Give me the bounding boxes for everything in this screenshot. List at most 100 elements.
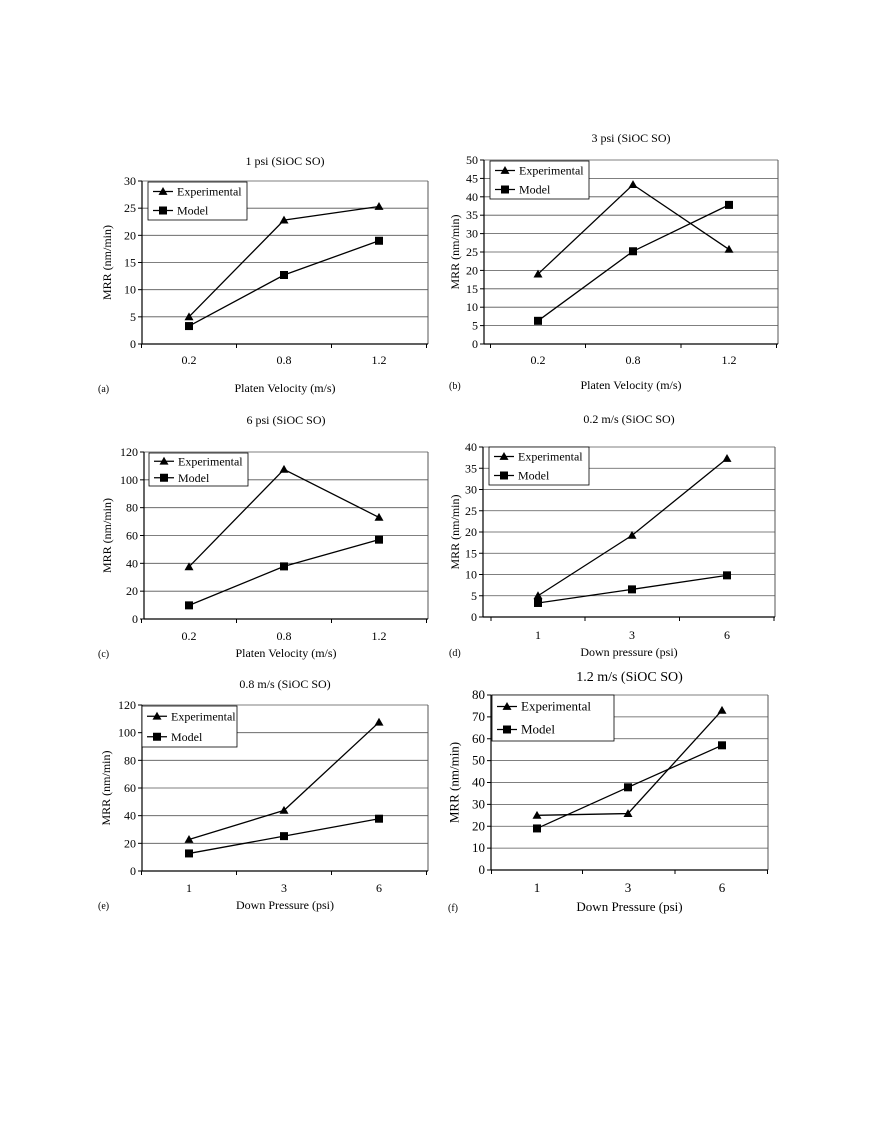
x-tick-label: 6 — [724, 628, 730, 642]
point-model — [280, 270, 288, 279]
y-tick-label: 80 — [126, 501, 138, 515]
x-tick-label: 0.2 — [182, 353, 197, 367]
y-tick-label: 15 — [465, 546, 477, 560]
y-tick-label: 40 — [465, 440, 477, 454]
point-experimental — [623, 809, 633, 817]
y-axis-label: MRR (nm/min) — [448, 214, 462, 289]
y-tick-label: 60 — [124, 781, 136, 795]
point-experimental — [533, 591, 543, 600]
legend-label-experimental: Experimental — [177, 185, 242, 199]
panel-label: (b) — [449, 381, 461, 392]
legend-marker-model — [500, 471, 508, 480]
point-experimental — [279, 805, 289, 814]
chart-panel-e: 0.8 m/s (SiOC SO) 0 20 40 60 80 100 120 1 3 6 Down … — [98, 677, 429, 912]
y-tick-label: 20 — [124, 228, 136, 242]
point-experimental — [184, 562, 194, 571]
x-tick-label: 1 — [534, 880, 541, 895]
legend-label-model: Model — [177, 204, 209, 218]
panel-label: (a) — [98, 384, 109, 395]
legend-marker-experimental — [158, 187, 168, 195]
point-experimental — [724, 244, 734, 253]
x-tick-label: 0.8 — [626, 353, 641, 367]
y-tick-label: 10 — [465, 568, 477, 582]
legend-label-model: Model — [518, 469, 550, 483]
point-experimental — [532, 810, 542, 819]
x-axis-label: Platen Velocity (m/s) — [580, 378, 681, 392]
point-model — [533, 824, 541, 833]
legend-marker-model — [153, 732, 161, 741]
y-tick-label: 60 — [472, 731, 485, 746]
x-tick-label: 0.2 — [531, 353, 546, 367]
point-model — [718, 741, 726, 750]
x-tick-label: 0.8 — [277, 353, 292, 367]
legend-marker-model — [503, 725, 511, 734]
y-tick-label: 0 — [471, 610, 477, 624]
chart-title: 3 psi (SiOC SO) — [591, 131, 670, 145]
point-experimental — [627, 530, 637, 539]
point-model — [185, 601, 193, 610]
chart-title: 0.8 m/s (SiOC SO) — [239, 677, 330, 691]
y-tick-label: 20 — [466, 263, 478, 277]
legend-label-experimental: Experimental — [178, 454, 243, 468]
x-tick-label: 1 — [186, 881, 192, 895]
legend-label-experimental: Experimental — [518, 450, 583, 464]
point-model — [375, 236, 383, 245]
panel-label: (d) — [449, 648, 461, 659]
y-axis-label: MRR (nm/min) — [99, 750, 113, 825]
y-tick-label: 25 — [466, 245, 478, 259]
y-tick-label: 120 — [120, 445, 138, 459]
legend-label-model: Model — [521, 722, 555, 737]
y-tick-label: 80 — [124, 753, 136, 767]
legend-marker-model — [501, 185, 509, 194]
y-tick-label: 40 — [472, 775, 485, 790]
legend-marker-experimental — [500, 166, 510, 174]
point-experimental — [717, 705, 727, 714]
y-tick-label: 30 — [466, 227, 478, 241]
point-model — [628, 585, 636, 594]
y-tick-label: 0 — [130, 864, 136, 878]
point-model — [725, 200, 733, 209]
point-experimental — [184, 312, 194, 321]
point-experimental — [533, 269, 543, 278]
legend-marker-experimental — [499, 452, 509, 460]
x-axis-label: Platen Velocity (m/s) — [235, 646, 336, 660]
x-axis-label: Down Pressure (psi) — [236, 898, 334, 912]
y-tick-label: 100 — [118, 726, 136, 740]
x-tick-label: 0.8 — [277, 629, 292, 643]
point-model — [375, 814, 383, 823]
x-tick-label: 6 — [376, 881, 382, 895]
y-tick-label: 0 — [130, 337, 136, 351]
chart-panel-d: 0.2 m/s (SiOC SO) 0 5 10 15 20 25 30 35 40 1 3 6 Down… — [448, 412, 776, 659]
point-model — [185, 322, 193, 331]
chart-panel-f: 1.2 m/s (SiOC SO) 0 10 20 30 40 50 60 70 80 1 3 6 Dow… — [447, 670, 769, 914]
x-axis-label: Down Pressure (psi) — [576, 899, 682, 914]
y-tick-label: 70 — [472, 709, 485, 724]
legend-box — [491, 694, 615, 742]
y-tick-label: 20 — [126, 584, 138, 598]
chart-title: 1 psi (SiOC SO) — [245, 154, 324, 168]
y-tick-label: 20 — [472, 818, 485, 833]
legend-label-model: Model — [171, 730, 203, 744]
point-model — [534, 316, 542, 325]
y-tick-label: 50 — [466, 153, 478, 167]
x-tick-label: 1.2 — [372, 629, 387, 643]
x-tick-label: 0.2 — [182, 629, 197, 643]
y-axis-label: MRR (nm/min) — [100, 498, 114, 573]
y-tick-label: 15 — [124, 256, 136, 270]
point-model — [629, 247, 637, 256]
y-tick-label: 25 — [124, 201, 136, 215]
x-tick-label: 1 — [535, 628, 541, 642]
y-tick-label: 5 — [472, 319, 478, 333]
y-axis-label: MRR (nm/min) — [100, 225, 114, 300]
legend-marker-experimental — [159, 456, 169, 465]
y-tick-label: 100 — [120, 473, 138, 487]
y-tick-label: 35 — [465, 461, 477, 475]
y-tick-label: 5 — [130, 310, 136, 324]
y-tick-label: 120 — [118, 698, 136, 712]
point-experimental — [374, 202, 384, 210]
x-tick-label: 3 — [625, 880, 632, 895]
chart-title: 6 psi (SiOC SO) — [246, 413, 325, 427]
point-experimental — [184, 834, 194, 843]
chart-title: 0.2 m/s (SiOC SO) — [583, 412, 674, 426]
panel-label: (f) — [448, 903, 458, 914]
